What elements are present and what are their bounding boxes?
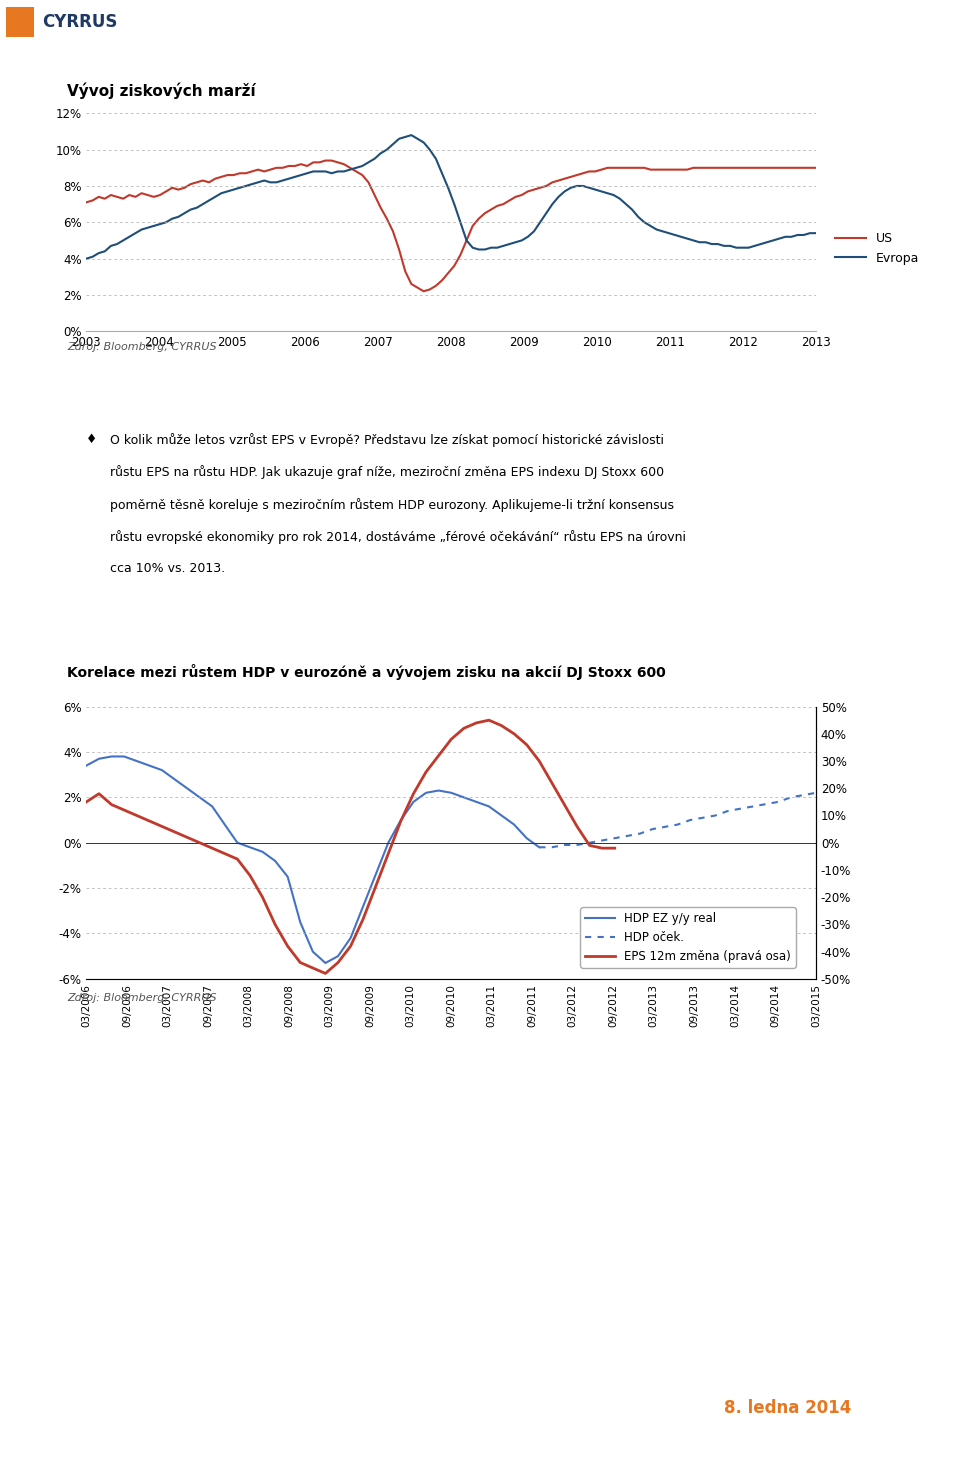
Text: CYRRUS: CYRRUS (42, 13, 118, 31)
Legend: HDP EZ y/y real, HDP oček., EPS 12m změna (pravá osa): HDP EZ y/y real, HDP oček., EPS 12m změn… (581, 907, 796, 967)
Text: O kolik může letos vzrůst EPS v Evropě? Představu lze získat pomocí historické z: O kolik může letos vzrůst EPS v Evropě? … (110, 433, 664, 446)
Text: 12: 12 (856, 47, 876, 62)
Bar (7, 6, 34, 37)
Text: Zdroj: Bloomberg, CYRRUS: Zdroj: Bloomberg, CYRRUS (67, 994, 217, 1002)
Legend: US, Evropa: US, Evropa (829, 227, 924, 269)
Text: Korelace mezi růstem HDP v eurozóně a vývojem zisku na akcií DJ Stoxx 600: Korelace mezi růstem HDP v eurozóně a vý… (67, 664, 666, 680)
Text: Zdroj: Bloomberg, CYRRUS: Zdroj: Bloomberg, CYRRUS (67, 343, 217, 352)
Text: poměrně těsně koreluje s meziročním růstem HDP eurozony. Aplikujeme-li tržní kon: poměrně těsně koreluje s meziročním růst… (110, 498, 674, 511)
Text: růstu EPS na růstu HDP. Jak ukazuje graf níže, meziroční změna EPS indexu DJ Sto: růstu EPS na růstu HDP. Jak ukazuje graf… (110, 465, 664, 478)
Text: Vývoj ziskových marží: Vývoj ziskových marží (67, 82, 255, 99)
Text: 8. ledna 2014: 8. ledna 2014 (724, 1398, 851, 1418)
Text: AKCIOVÝ VÝHLED NA ROK 2014: AKCIOVÝ VÝHLED NA ROK 2014 (440, 13, 732, 31)
Text: cca 10% vs. 2013.: cca 10% vs. 2013. (110, 562, 226, 576)
Text: ♦: ♦ (86, 433, 98, 446)
Text: růstu evropské ekonomiky pro rok 2014, dostáváme „férové očekávání“ růstu EPS na: růstu evropské ekonomiky pro rok 2014, d… (110, 530, 686, 543)
